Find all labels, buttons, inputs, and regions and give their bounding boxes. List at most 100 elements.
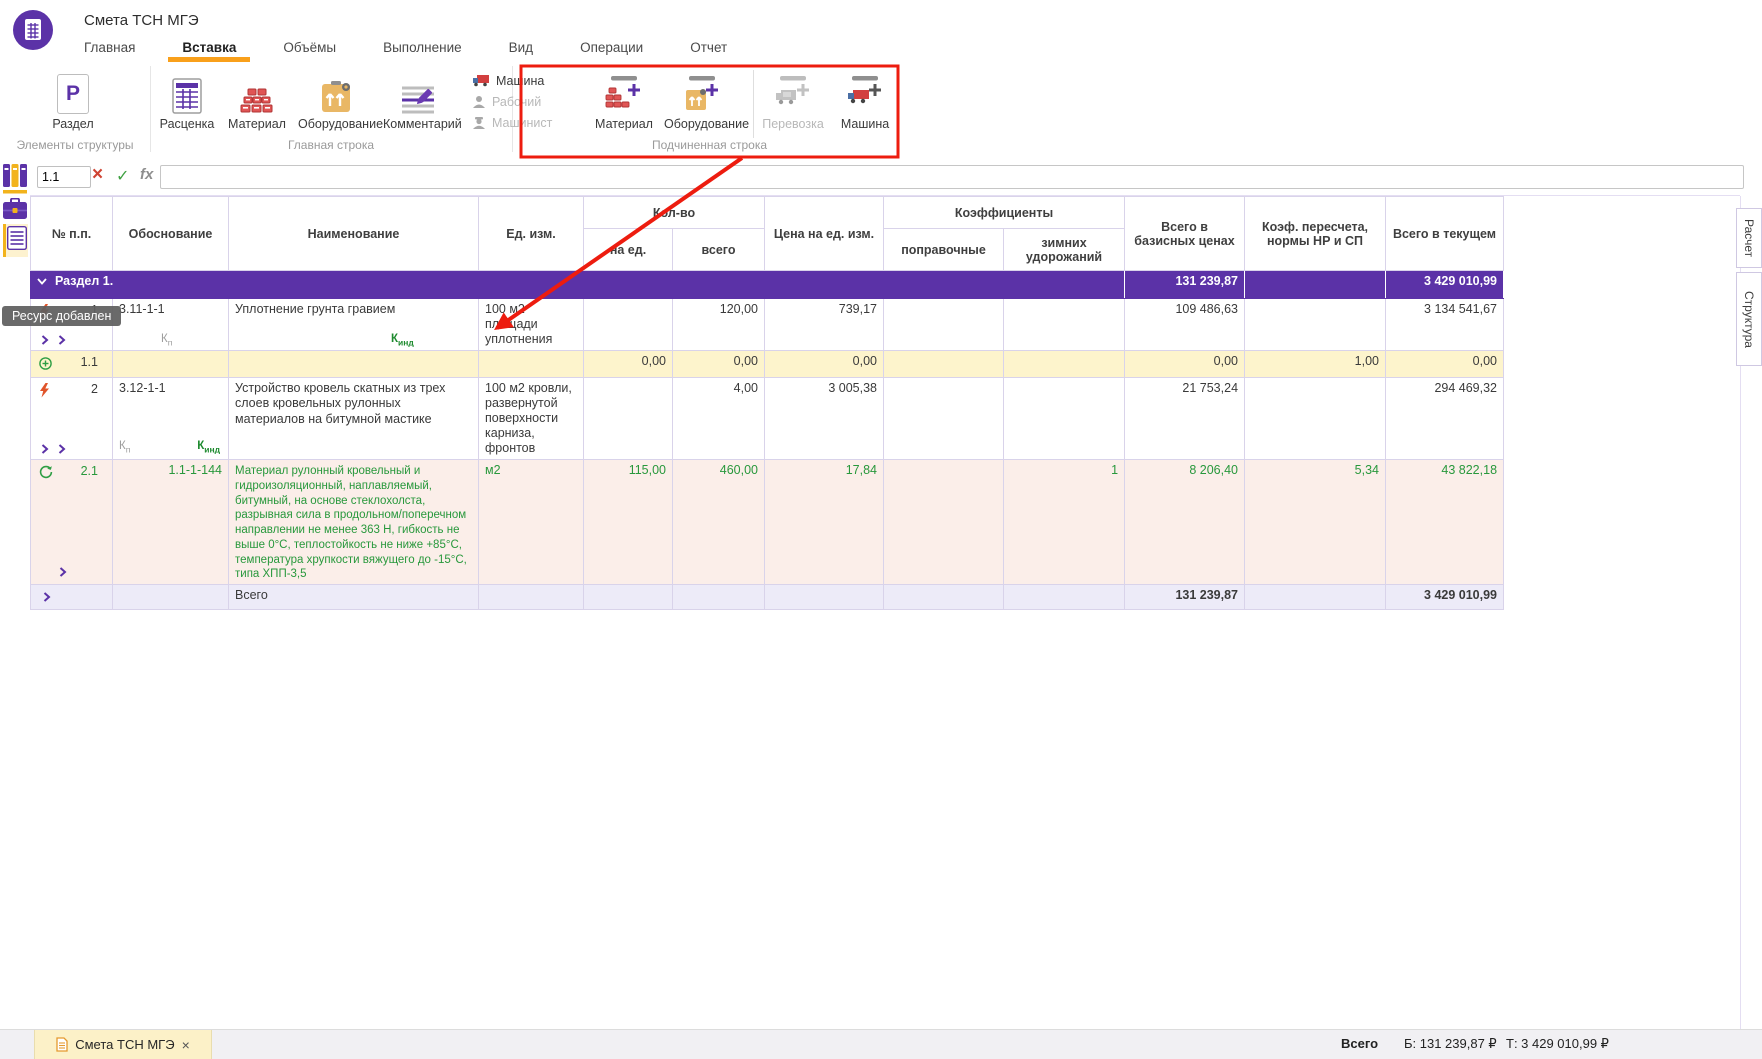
section-basis-total[interactable]: 131 239,87 xyxy=(1124,270,1246,299)
tab-obyomy[interactable]: Объёмы xyxy=(283,39,337,55)
estimate-grid: № п.п. Обоснование Наименование Ед. изм.… xyxy=(29,196,1505,610)
briefcase-icon[interactable] xyxy=(3,197,27,225)
basis-total-cell[interactable]: 21 753,24 xyxy=(1124,377,1246,460)
worker-item[interactable]: Рабочий xyxy=(472,91,552,112)
sub-transport-plus-icon xyxy=(776,76,809,105)
row-unit: 100 м2 площади уплотнения xyxy=(485,302,553,346)
plus-circle-icon[interactable] xyxy=(39,357,52,373)
group-separator xyxy=(150,66,151,152)
qty-total-cell[interactable]: 0,00 xyxy=(672,350,765,378)
sub-machine-button[interactable]: Машина xyxy=(835,68,895,131)
document-tab[interactable]: Смета ТСН МГЭ × xyxy=(34,1030,212,1059)
sub-transport-button[interactable]: Перевозка xyxy=(758,68,828,131)
expand-chevron[interactable] xyxy=(43,591,51,605)
comment-button[interactable]: Комментарий xyxy=(383,68,462,131)
tab-glavnaya[interactable]: Главная xyxy=(84,39,136,55)
header-top-rule xyxy=(30,195,1740,196)
sub-material-button[interactable]: Материал xyxy=(594,68,654,131)
recalc-cell[interactable]: 5,34 xyxy=(1244,459,1387,585)
document-tab-title: Смета ТСН МГЭ xyxy=(75,1037,175,1052)
fx-icon: fx xyxy=(140,166,154,183)
current-total-cell[interactable]: 43 822,18 xyxy=(1385,459,1505,585)
sub-truck-plus-icon xyxy=(848,76,881,104)
sub-equipment-button[interactable]: Оборудование xyxy=(664,68,749,131)
current-total-cell[interactable]: 0,00 xyxy=(1385,350,1505,378)
price-cell[interactable]: 17,84 xyxy=(764,459,884,585)
tab-vypolnenie[interactable]: Выполнение xyxy=(383,39,462,55)
ribbon: P Раздел Элементы структуры Расценка Мат… xyxy=(0,64,1762,159)
binders-icon[interactable] xyxy=(3,164,27,199)
col-header-current-total: Всего в текущем xyxy=(1385,196,1505,271)
col-header-coef-group: Коэффициенты xyxy=(882,196,1126,229)
machine-item[interactable]: Машина xyxy=(472,70,552,91)
expand-chevrons[interactable] xyxy=(41,444,66,454)
kind-label: Кинд xyxy=(391,332,414,347)
col-header-recalc: Коэф. пересчета, нормы НР и СП xyxy=(1244,196,1387,271)
resource-row[interactable]: 2.1 1.1-1-144 Материал рулонный кровельн… xyxy=(30,459,1505,585)
qty-total-cell[interactable]: 4,00 xyxy=(672,377,765,460)
kind-label: Кинд xyxy=(197,439,220,454)
recalc-cell[interactable]: 1,00 xyxy=(1244,350,1387,378)
section-row[interactable]: Раздел 1. 131 239,87 3 429 010,99 xyxy=(29,270,1505,299)
cell-ref-input[interactable] xyxy=(37,166,91,188)
total-label-cell[interactable]: Всего xyxy=(228,584,479,610)
comment-pencil-icon xyxy=(402,86,434,114)
status-bar: Смета ТСН МГЭ × Всего Б: 131 239,87 ₽ Т:… xyxy=(0,1029,1762,1059)
grand-total-row[interactable]: Всего 131 239,87 3 429 010,99 xyxy=(30,584,1505,610)
tab-vid[interactable]: Вид xyxy=(508,39,534,55)
group-label-sub-row: Подчиненная строка xyxy=(651,138,768,152)
formula-input[interactable] xyxy=(160,165,1744,189)
status-current-total: Т: 3 429 010,99 ₽ xyxy=(1506,1036,1609,1051)
basis-total-cell[interactable]: 0,00 xyxy=(1124,350,1246,378)
cancel-icon[interactable]: × xyxy=(92,164,104,185)
price-cell[interactable]: 0,00 xyxy=(764,350,884,378)
tab-struktura[interactable]: Структура xyxy=(1736,272,1762,366)
table-row[interactable]: 2 3.12-1-1 Кп Кинд Устройство кровель ск… xyxy=(30,377,1505,460)
sub-bricks-plus-icon xyxy=(605,76,640,108)
price-cell[interactable]: 3 005,38 xyxy=(764,377,884,460)
qty-total-cell[interactable]: 120,00 xyxy=(672,298,765,351)
qty-total-cell[interactable]: 460,00 xyxy=(672,459,765,585)
chevron-down-icon[interactable] xyxy=(37,277,47,285)
table-row[interactable]: 1 3.11-1-1 Кп Уплотнение грунта гравием … xyxy=(30,298,1505,351)
basis-total-cell[interactable]: 109 486,63 xyxy=(1124,298,1246,351)
row-code[interactable]: 1.1-1-144 xyxy=(112,459,229,585)
coef-winter-cell[interactable]: 1 xyxy=(1002,459,1126,585)
tab-raschet[interactable]: Расчет xyxy=(1736,208,1762,268)
status-total-label: Всего xyxy=(1341,1036,1379,1051)
operator-icon xyxy=(473,116,485,129)
qty-unit-cell[interactable]: 0,00 xyxy=(583,350,673,378)
estimate-doc-icon[interactable] xyxy=(3,224,28,257)
section-label: Раздел 1. xyxy=(55,274,114,288)
razdel-button[interactable]: P Раздел xyxy=(45,68,101,131)
material-button[interactable]: Материал xyxy=(227,68,287,131)
close-icon[interactable]: × xyxy=(181,1036,190,1053)
section-current-total[interactable]: 3 429 010,99 xyxy=(1385,270,1505,299)
col-header-coef-winter: зимних удорожаний xyxy=(1002,228,1126,271)
expand-chevron[interactable] xyxy=(59,566,67,580)
current-total-cell[interactable]: 294 469,32 xyxy=(1385,377,1505,460)
total-current-cell[interactable]: 3 429 010,99 xyxy=(1385,584,1505,610)
formula-bar: × ✓ fx xyxy=(0,158,1762,196)
expand-chevrons[interactable] xyxy=(41,335,66,345)
tab-operacii[interactable]: Операции xyxy=(580,39,644,55)
tab-vstavka[interactable]: Вставка xyxy=(168,39,251,62)
refresh-icon xyxy=(39,465,53,482)
price-cell[interactable]: 739,17 xyxy=(764,298,884,351)
row-code: 3.12-1-1 xyxy=(119,381,166,395)
tab-otchet[interactable]: Отчет xyxy=(690,39,728,55)
current-total-cell[interactable]: 3 134 541,67 xyxy=(1385,298,1505,351)
basis-total-cell[interactable]: 8 206,40 xyxy=(1124,459,1246,585)
operator-item[interactable]: Машинист xyxy=(472,112,552,133)
row-number: 2.1 xyxy=(80,464,98,478)
row-code: 3.11-1-1 xyxy=(119,302,165,316)
app-title: Смета ТСН МГЭ xyxy=(84,12,199,29)
equipment-button[interactable]: Оборудование xyxy=(298,68,383,131)
col-header-price: Цена на ед. изм. xyxy=(764,196,884,271)
selected-resource-row[interactable]: 1.1 0,00 0,00 0,00 0,00 1,00 0,00 xyxy=(30,350,1505,378)
confirm-icon[interactable]: ✓ xyxy=(116,168,130,185)
rascenka-button[interactable]: Расценка xyxy=(157,68,217,131)
total-basis-cell[interactable]: 131 239,87 xyxy=(1124,584,1246,610)
lightning-icon xyxy=(39,383,50,401)
qty-unit-cell[interactable]: 115,00 xyxy=(583,459,673,585)
